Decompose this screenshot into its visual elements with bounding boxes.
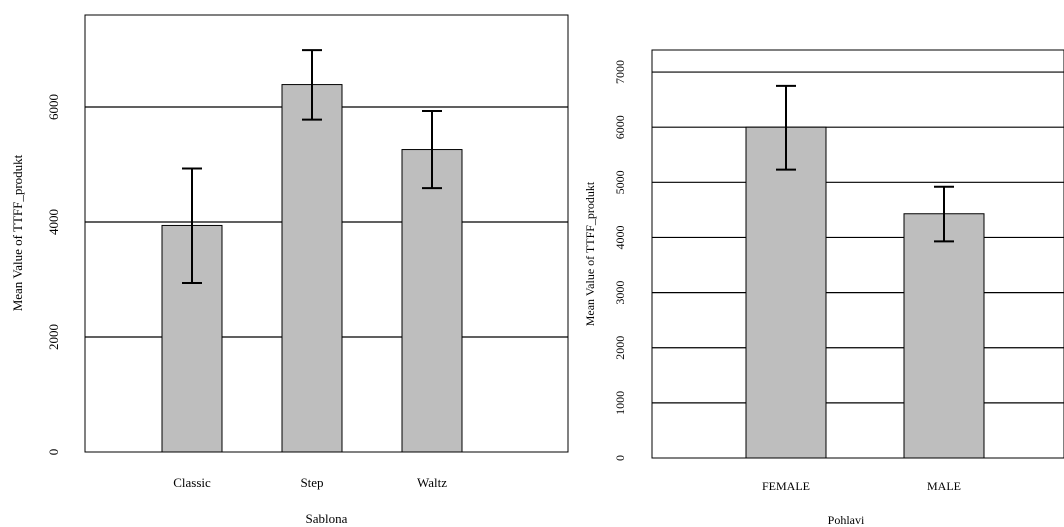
y-tick-label: 7000 [613,60,627,84]
y-tick-label: 0 [46,449,61,456]
y-tick-label: 0 [613,455,627,461]
y-axis-label: Mean Value of TTFF_produkt [583,181,597,326]
y-tick-label: 2000 [613,336,627,360]
bar-female [745,126,827,459]
y-tick-label: 3000 [613,281,627,305]
y-tick-label: 4000 [46,209,61,235]
bar-waltz [401,149,463,453]
chart-2: 0 1000 2000 3000 4000 5000 6000 7000 FEMALE MALE P… [583,49,1064,527]
y-tick-label: 2000 [46,324,61,350]
y-axis-label: Mean Value of TTFF_produkt [10,154,25,311]
x-tick-label: MALE [927,479,961,493]
x-axis-label: Sablona [306,511,348,526]
y-tick-label: 6000 [613,115,627,139]
y-tick-label: 6000 [46,94,61,120]
chart-1: 0 2000 4000 6000 Classic Step Waltz Sablona Mean… [10,14,569,526]
x-tick-label: Step [300,475,323,490]
bar-male [903,213,985,459]
x-axis-label: Pohlavi [828,513,865,527]
plot-frame [651,49,1064,459]
x-tick-label: Classic [173,475,211,490]
x-tick-label: FEMALE [762,479,810,493]
bar-step [281,84,343,453]
y-tick-label: 1000 [613,391,627,415]
y-tick-label: 4000 [613,225,627,249]
x-tick-label: Waltz [417,475,447,490]
y-tick-label: 5000 [613,170,627,194]
